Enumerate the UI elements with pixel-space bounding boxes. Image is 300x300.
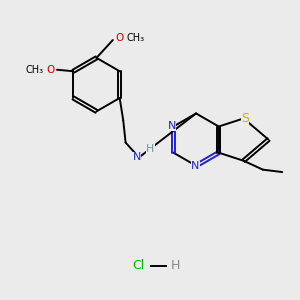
Text: N: N [132,152,141,162]
Text: N: N [168,121,176,131]
Text: H: H [146,144,154,154]
Text: N: N [191,161,200,171]
Text: O: O [46,65,55,75]
Text: S: S [241,112,249,125]
Text: CH₃: CH₃ [127,33,145,43]
Text: CH₃: CH₃ [25,65,43,75]
Text: O: O [115,33,124,43]
Text: Cl: Cl [132,260,144,272]
Text: H: H [171,260,180,272]
